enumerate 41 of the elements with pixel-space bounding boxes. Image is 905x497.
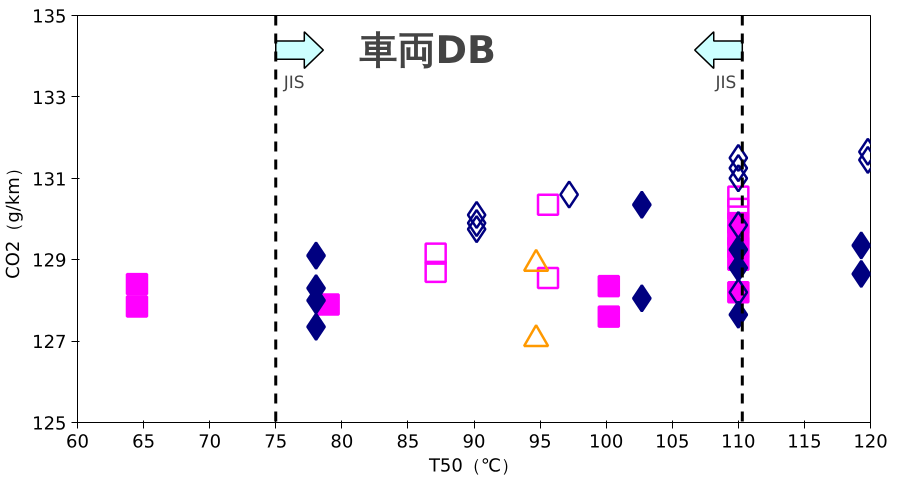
x-tick-label: 110 xyxy=(721,432,756,452)
point xyxy=(424,260,447,284)
y-tick-label: 125 xyxy=(32,414,67,434)
x-tick-label: 90 xyxy=(462,432,486,452)
y-tick-label: 133 xyxy=(32,88,67,109)
point xyxy=(536,194,560,216)
point xyxy=(424,242,447,265)
x-tick-label: 120 xyxy=(853,432,888,452)
y-tick-label: 135 xyxy=(32,6,67,28)
point xyxy=(727,185,750,208)
x-tick-label: 85 xyxy=(396,432,420,452)
point xyxy=(466,208,487,238)
x-tick-label: 100 xyxy=(588,432,624,452)
y-axis-title: CO2（g/km） xyxy=(3,159,24,279)
point xyxy=(466,214,487,244)
x-tick-label: 65 xyxy=(132,432,156,452)
x-tick-label: 70 xyxy=(198,432,222,452)
x-axis-title: T50（℃） xyxy=(428,456,520,476)
point xyxy=(598,305,620,328)
point xyxy=(559,180,580,209)
annotation: 車両DB xyxy=(358,28,496,72)
ref-line-label: JIS xyxy=(282,72,305,93)
y-tick-label: 131 xyxy=(32,169,67,190)
x-tick-label: 75 xyxy=(264,432,288,452)
x-tick-label: 60 xyxy=(66,432,89,452)
point xyxy=(728,154,748,182)
point xyxy=(126,295,148,318)
point xyxy=(632,284,652,313)
ref-line-label: JIS xyxy=(714,72,736,93)
y-tick-label: 129 xyxy=(32,250,67,272)
point xyxy=(536,266,560,290)
point xyxy=(126,272,148,296)
point xyxy=(728,164,748,193)
point xyxy=(632,190,652,220)
x-tick-label: 115 xyxy=(787,432,822,452)
point xyxy=(598,274,620,298)
y-tick-label: 127 xyxy=(32,332,67,354)
x-tick-label: 95 xyxy=(528,432,552,452)
x-tick-label: 80 xyxy=(330,432,354,452)
point xyxy=(466,200,487,230)
x-tick-label: 105 xyxy=(655,432,690,452)
